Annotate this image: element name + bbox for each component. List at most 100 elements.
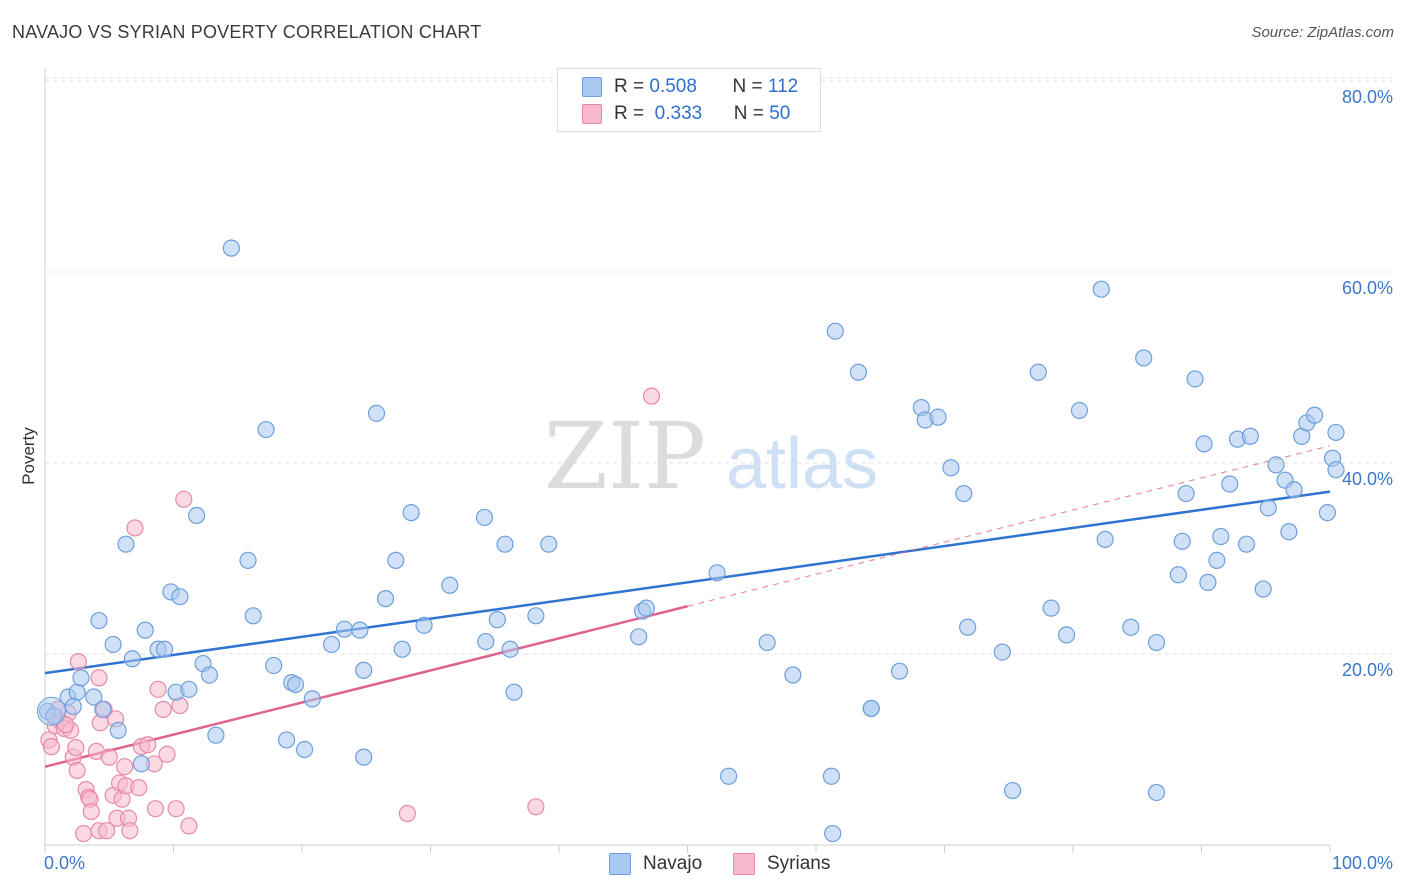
- syrians-point: [126, 519, 144, 537]
- navajo-point: [355, 661, 373, 679]
- navajo-point: [367, 404, 386, 422]
- bottom-legend-label: Syrians: [767, 853, 831, 874]
- syrians-point: [398, 804, 416, 823]
- syrians-point: [68, 761, 86, 780]
- navajo-point: [1195, 435, 1213, 453]
- navajo-point: [637, 599, 655, 617]
- navajo-point: [1177, 484, 1195, 503]
- navajo-point: [1004, 781, 1022, 800]
- navajo-point: [477, 632, 495, 651]
- navajo-point: [257, 420, 275, 439]
- navajo-point: [239, 551, 257, 570]
- syrians-point: [146, 800, 165, 818]
- navajo-point: [1147, 633, 1166, 652]
- navajo-point: [277, 731, 296, 749]
- navajo-point: [1267, 456, 1285, 474]
- bottom-legend-label: Navajo: [643, 853, 703, 874]
- navajo-point: [1057, 626, 1076, 644]
- navajo-point: [1147, 783, 1166, 802]
- navajo-point: [351, 621, 369, 639]
- navajo-point: [1259, 499, 1277, 517]
- navajo-point: [959, 618, 977, 636]
- syrians-point: [154, 700, 172, 718]
- navajo-point: [1237, 535, 1256, 553]
- syrians-point: [82, 802, 100, 821]
- navajo-point: [1042, 599, 1060, 617]
- syrians-point: [74, 824, 93, 843]
- syrians-swatch: [582, 104, 602, 124]
- navajo-point: [1186, 370, 1204, 388]
- syrians-point: [130, 779, 148, 797]
- navajo-point: [993, 643, 1011, 661]
- syrians-point: [175, 490, 193, 508]
- legend-r-label: R =: [614, 76, 645, 97]
- legend-row-navajo: R = 0.508 N = 112: [582, 75, 798, 99]
- navajo-point: [1305, 406, 1324, 424]
- syrians-point: [167, 800, 185, 818]
- y-tick-label: 60.0%: [1342, 278, 1393, 298]
- y-tick-label: 20.0%: [1342, 660, 1393, 680]
- navajo-point: [708, 564, 726, 582]
- navajo-point: [1221, 475, 1239, 493]
- navajo-point: [1254, 580, 1272, 598]
- navajo-point: [527, 607, 545, 625]
- syrians-point: [90, 669, 108, 687]
- navajo-point: [496, 535, 514, 553]
- navajo-point: [265, 656, 283, 675]
- tick-labels: 20.0% 40.0% 60.0% 80.0% 0.0% 100.0%: [44, 87, 1393, 873]
- data-points: [36, 239, 1345, 843]
- navajo-point: [849, 363, 868, 381]
- navajo-point: [171, 588, 189, 606]
- navajo-point: [303, 690, 321, 708]
- navajo-point: [402, 504, 420, 522]
- syrians-point: [149, 680, 167, 698]
- navajo-point: [1070, 401, 1089, 420]
- navajo-point: [720, 767, 738, 785]
- navajo-point: [1241, 427, 1259, 445]
- navajo-point: [1285, 481, 1303, 499]
- y-tick-label: 80.0%: [1342, 87, 1393, 107]
- navajo-point: [200, 666, 219, 684]
- navajo-point: [104, 635, 122, 654]
- legend-row-syrians: R = 0.333 N = 50: [582, 102, 790, 126]
- navajo-point: [929, 408, 947, 426]
- x-tick-label: 0.0%: [44, 853, 85, 873]
- legend-n-value: 50: [769, 103, 791, 124]
- navajo-point: [355, 748, 373, 766]
- navajo-point: [475, 508, 494, 527]
- navajo-point: [64, 697, 82, 716]
- navajo-point: [136, 621, 154, 639]
- navajo-point: [822, 767, 841, 785]
- syrians-point: [642, 387, 661, 405]
- legend-r-value: 0.333: [654, 103, 703, 124]
- syrians-point: [139, 736, 157, 754]
- syrians-swatch: [733, 853, 755, 875]
- navajo-point: [784, 666, 802, 684]
- source-label: Source: ZipAtlas.com: [1251, 24, 1394, 41]
- navajo-point: [117, 535, 135, 553]
- navajo-point: [94, 700, 112, 718]
- navajo-point: [244, 607, 262, 625]
- navajo-swatch: [609, 853, 631, 875]
- navajo-point: [1169, 566, 1187, 584]
- watermark: ZIP atlas: [544, 403, 878, 510]
- navajo-point: [322, 635, 341, 654]
- navajo-point: [1096, 530, 1114, 549]
- syrians-point: [158, 745, 176, 763]
- y-axis-label: Poverty: [19, 427, 38, 485]
- navajo-point: [488, 611, 506, 629]
- navajo-point: [826, 322, 844, 340]
- navajo-point: [188, 506, 206, 525]
- navajo-point: [376, 590, 395, 608]
- navajo-point: [1122, 618, 1140, 636]
- watermark-zip: ZIP: [544, 403, 706, 510]
- syrians-point: [98, 822, 116, 840]
- navajo-point: [222, 239, 240, 257]
- navajo-point: [862, 699, 880, 718]
- navajo-point: [942, 459, 960, 477]
- navajo-point: [1135, 349, 1153, 367]
- navajo-point: [1208, 551, 1226, 570]
- navajo-point: [441, 576, 459, 594]
- navajo-point: [1199, 573, 1217, 591]
